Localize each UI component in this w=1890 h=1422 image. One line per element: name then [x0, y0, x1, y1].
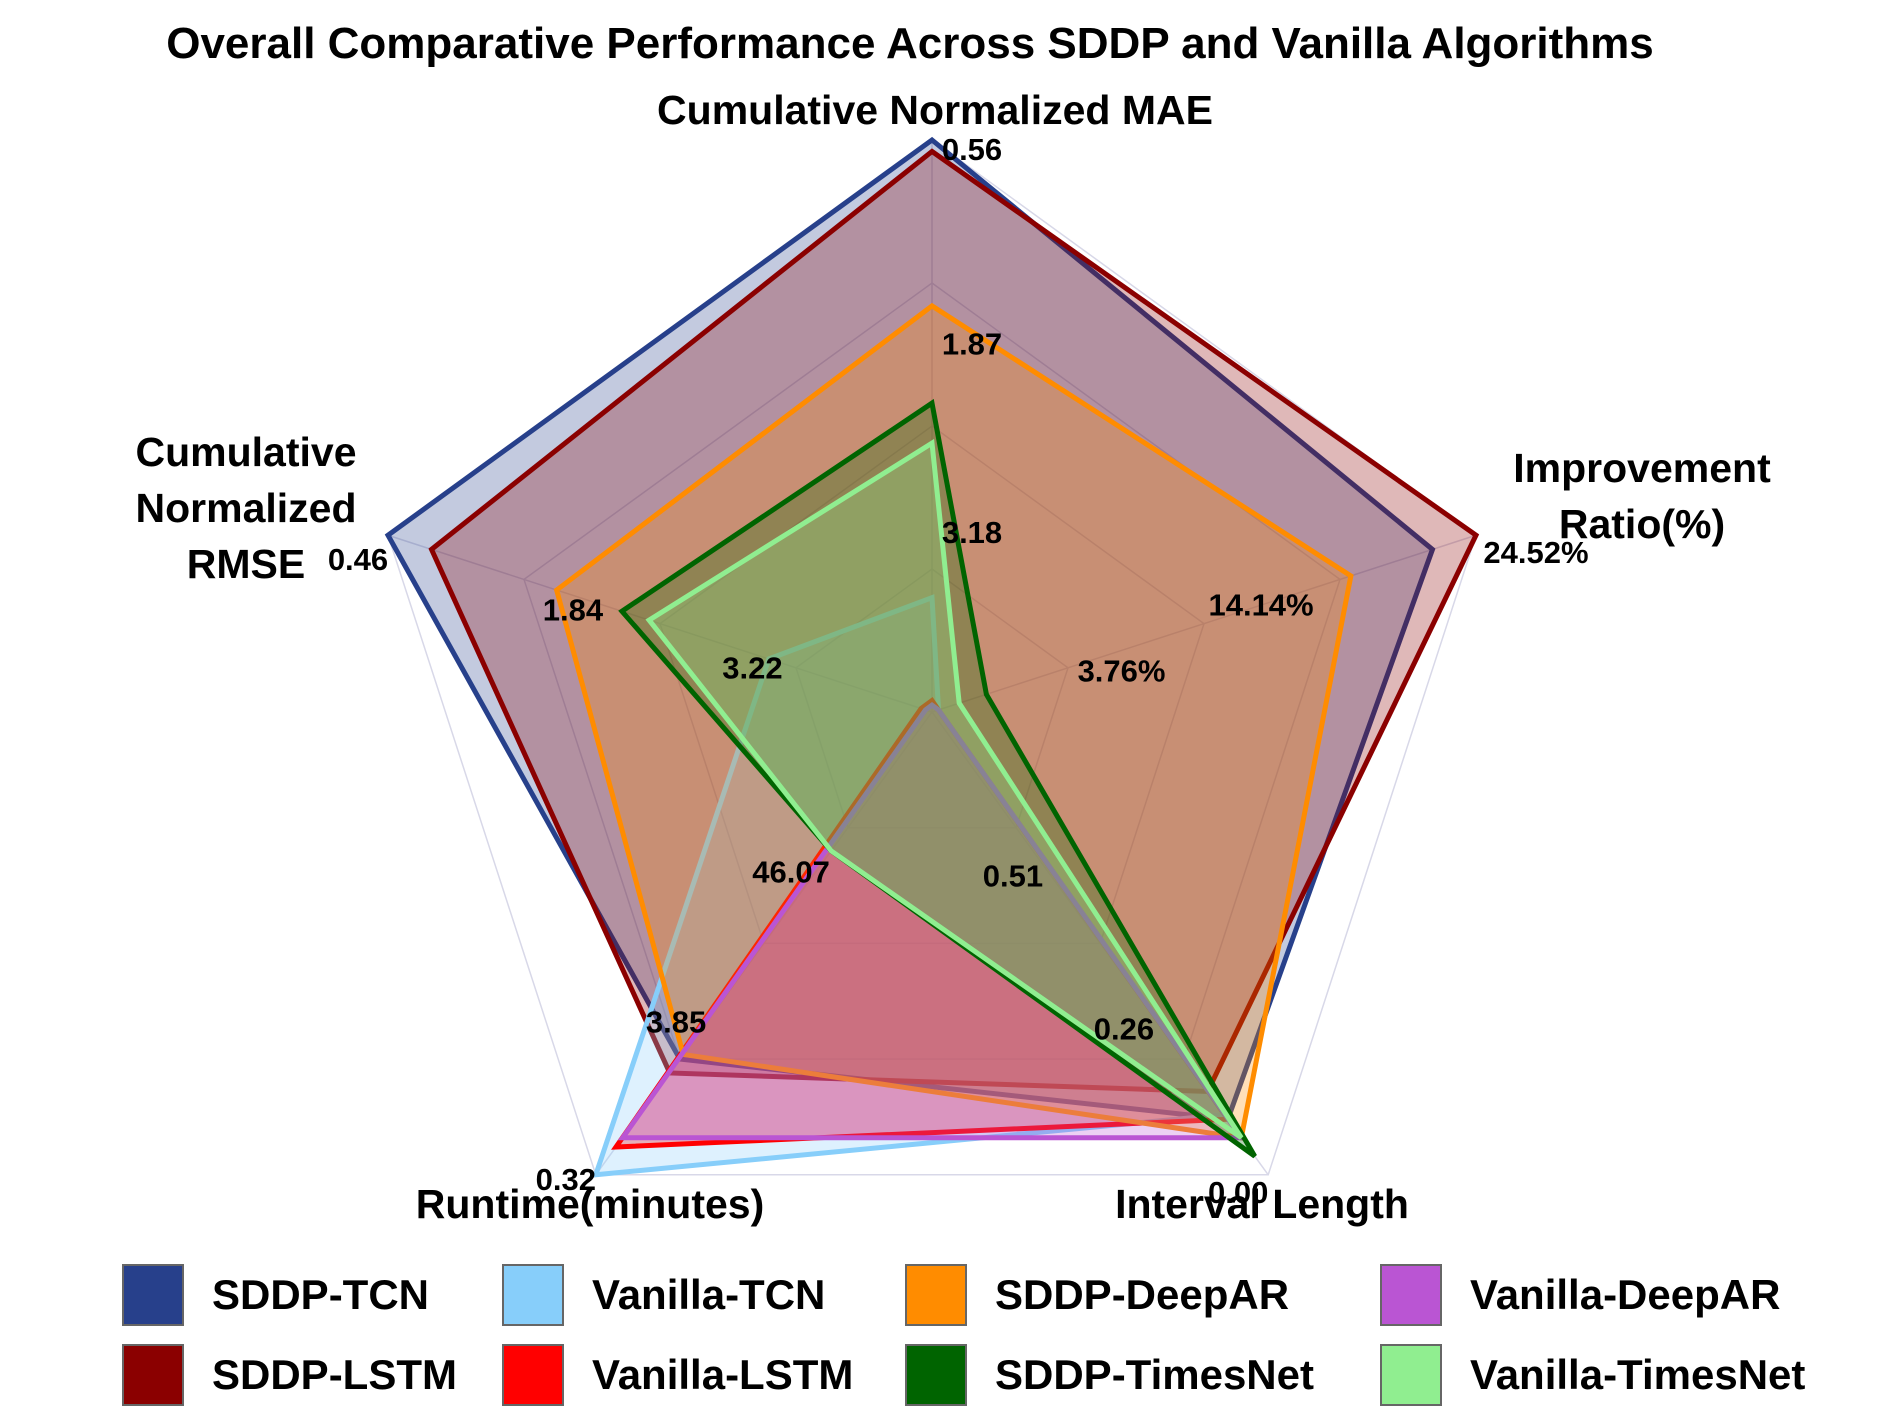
series-layer: [384, 136, 1480, 1178]
legend-label: SDDP-LSTM: [212, 1351, 457, 1398]
axis-label-line: Improvement: [1513, 445, 1771, 491]
series-sddp-deepar: [553, 302, 1354, 1141]
axis-label-line: Ratio(%): [1559, 501, 1725, 547]
legend-swatch: [122, 1264, 184, 1326]
tick-label-runtime-minutes-2: 3.85: [646, 1004, 706, 1039]
tick-label-interval-length-3: 0.51: [983, 859, 1043, 894]
legend-item-vanilla-timesnet: Vanilla-TimesNet: [1380, 1340, 1805, 1410]
axis-label-line: Cumulative: [136, 429, 357, 475]
legend-item-sddp-lstm: SDDP-LSTM: [122, 1340, 457, 1410]
tick-label-runtime-minutes-3: 46.07: [752, 855, 830, 890]
tick-layer: 0.56 1.87 3.18 24.52% 14.14% 3.76% 0.00 0.26 0.5…: [328, 132, 1589, 1210]
legend-item-vanilla-deepar: Vanilla-DeepAR: [1380, 1260, 1780, 1330]
tick-label-runtime-minutes-1: 0.32: [536, 1162, 596, 1197]
grid-ring-3: [523, 282, 1341, 1060]
legend-swatch: [502, 1344, 564, 1406]
series-sddp-timesnet: [618, 398, 1257, 1159]
tick-label-improvement-ratio-1: 24.52%: [1483, 535, 1588, 570]
tick-label-cumulative-normalized-mae-2: 1.87: [942, 326, 1002, 361]
tick-label-cumulative-normalized-rmse-3: 3.22: [722, 651, 782, 686]
axis-label-interval-length: Interval Length: [1115, 1181, 1409, 1227]
axis-label-cumulative-normalized-rmse: Cumulative Normalized RMSE: [136, 429, 357, 587]
tick-label-interval-length-1: 0.00: [1208, 1175, 1268, 1210]
axis-label-line: RMSE: [187, 541, 305, 587]
series-sddp-lstm: [428, 148, 1480, 1095]
legend-item-sddp-deepar: SDDP-DeepAR: [905, 1260, 1289, 1330]
grid-spoke-cumulative-normalized-rmse: [387, 534, 933, 713]
tick-label-cumulative-normalized-mae-3: 3.18: [942, 515, 1002, 550]
axis-label-cumulative-normalized-mae: Cumulative Normalized MAE: [657, 87, 1213, 133]
tick-label-interval-length-2: 0.26: [1094, 1011, 1154, 1046]
axis-label-layer: Cumulative Normalized MAE Improvement Rati…: [136, 87, 1772, 1227]
legend-swatch: [122, 1344, 184, 1406]
legend-label: Vanilla-LSTM: [592, 1351, 854, 1398]
grid-spoke-improvement-ratio: [931, 534, 1477, 713]
legend-swatch: [1380, 1344, 1442, 1406]
tick-label-cumulative-normalized-rmse-1: 0.46: [328, 542, 388, 577]
legend-item-vanilla-lstm: Vanilla-LSTM: [502, 1340, 853, 1410]
axis-label-line: Runtime(minutes): [416, 1181, 765, 1227]
series-vanilla-timesnet: [645, 438, 1244, 1140]
legend-swatch: [905, 1264, 967, 1326]
series-vanilla-tcn: [592, 594, 1230, 1178]
legend-swatch: [1380, 1264, 1442, 1326]
axis-label-line: Cumulative Normalized MAE: [657, 87, 1213, 133]
tick-label-improvement-ratio-2: 14.14%: [1208, 587, 1313, 622]
axis-label-runtime-minutes: Runtime(minutes): [416, 1181, 765, 1227]
legend-label: Vanilla-DeepAR: [1470, 1271, 1781, 1318]
grid-ring-2: [659, 425, 1205, 945]
legend-label: Vanilla-TimesNet: [1470, 1351, 1806, 1398]
legend-swatch: [502, 1264, 564, 1326]
legend-label: SDDP-DeepAR: [995, 1271, 1290, 1318]
legend-swatch: [905, 1344, 967, 1406]
tick-label-improvement-ratio-3: 3.76%: [1078, 654, 1166, 689]
legend-label: SDDP-TimesNet: [995, 1351, 1314, 1398]
legend-item-vanilla-tcn: Vanilla-TCN: [502, 1260, 825, 1330]
axis-label-improvement-ratio: Improvement Ratio(%): [1513, 445, 1771, 547]
axis-label-line: Interval Length: [1115, 1181, 1409, 1227]
grid-ring-1: [795, 568, 1069, 829]
series-sddp-tcn: [384, 136, 1436, 1122]
tick-label-cumulative-normalized-rmse-2: 1.84: [543, 592, 604, 627]
legend: SDDP-TCN Vanilla-TCN SDDP-DeepAR Vanilla-De…: [0, 1240, 1890, 1410]
legend-item-sddp-timesnet: SDDP-TimesNet: [905, 1340, 1314, 1410]
legend-item-sddp-tcn: SDDP-TCN: [122, 1260, 429, 1330]
legend-label: Vanilla-TCN: [592, 1271, 826, 1318]
legend-label: SDDP-TCN: [212, 1271, 429, 1318]
axis-label-line: Normalized: [136, 485, 357, 531]
chart-title: Overall Comparative Performance Across S…: [166, 19, 1654, 68]
tick-label-cumulative-normalized-mae-1: 0.56: [942, 132, 1002, 167]
